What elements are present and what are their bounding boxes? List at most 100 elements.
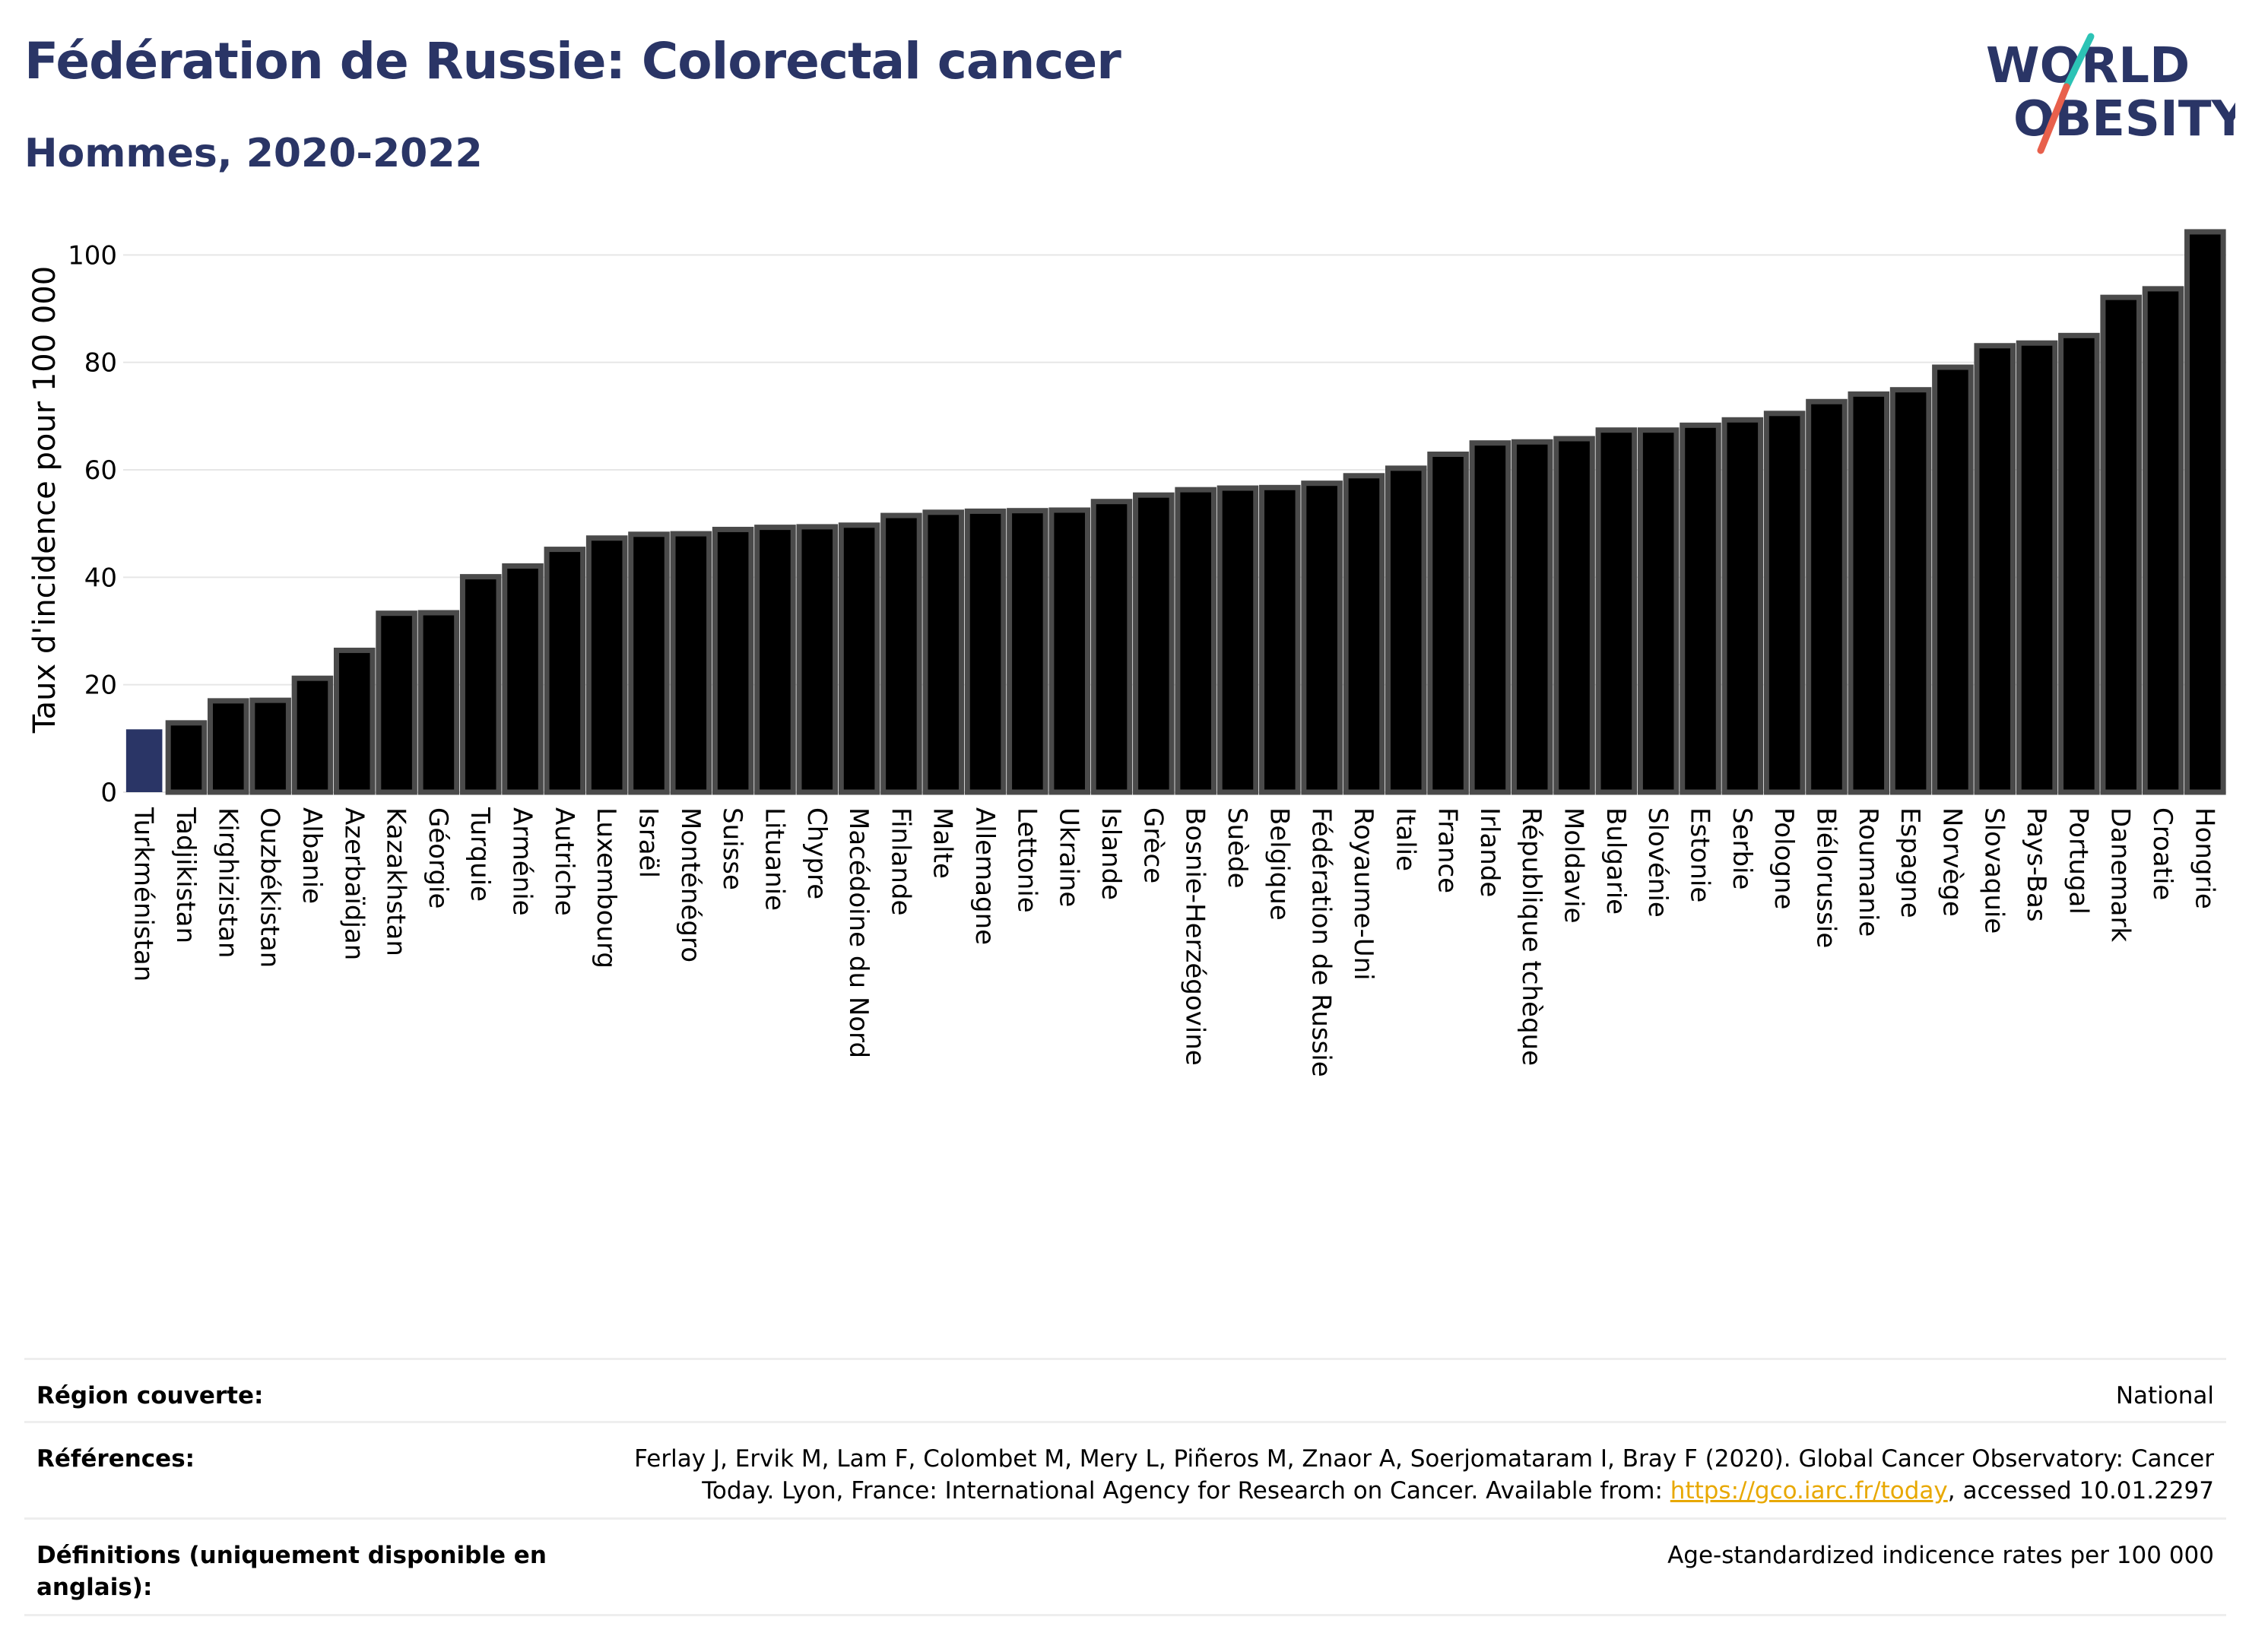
bar [796, 524, 839, 795]
bar [1301, 480, 1343, 795]
x-tick-label: Moldavie [1559, 807, 1589, 924]
references-text-2: , accessed 10.01.2297 [1947, 1477, 2214, 1505]
chart-title: Fédération de Russie: Colorectal cancer [24, 32, 1121, 90]
references-link[interactable]: https://gco.iarc.fr/today [1670, 1477, 1948, 1505]
logo-slash-red [2037, 83, 2070, 154]
bar [1553, 436, 1595, 795]
y-tick-label: 40 [84, 563, 117, 593]
bar [1427, 452, 1469, 795]
bar [502, 563, 544, 795]
y-tick-label: 20 [84, 671, 117, 701]
bar [376, 610, 417, 795]
bar [1511, 439, 1553, 795]
references-value: Ferlay J, Ervik M, Lam F, Colombet M, Me… [617, 1443, 2214, 1507]
x-tick-label: Finlande [885, 807, 915, 915]
x-tick-label: Macédoine du Nord [843, 807, 874, 1058]
bar [1680, 422, 1721, 795]
bar [291, 675, 334, 795]
bar [838, 522, 880, 795]
bar [1385, 465, 1427, 795]
x-tick-label: Israël [633, 807, 664, 878]
bar [333, 647, 376, 795]
bar [1259, 484, 1301, 795]
x-tick-label: Autriche [549, 807, 579, 916]
bar [2016, 340, 2058, 795]
x-tick-label: Serbie [1727, 807, 1757, 889]
x-tick-label: Turkménistan [128, 807, 159, 981]
references-text-1: Ferlay J, Ervik M, Lam F, Colombet M, Me… [634, 1445, 2214, 1505]
bar [1048, 507, 1090, 795]
x-tick-label: Lettonie [1011, 807, 1042, 913]
x-tick-label: Albanie [297, 807, 327, 904]
bar [1974, 343, 2016, 795]
bar [1889, 387, 1932, 795]
region-value: National [2115, 1382, 2214, 1409]
references-label: Références: [36, 1445, 195, 1473]
x-tick-label: Ukraine [1054, 807, 1084, 907]
bar [1806, 398, 1848, 795]
x-tick-label: Italie [1390, 807, 1420, 871]
bar [880, 512, 922, 795]
x-tick-label: Grèce [1137, 807, 1168, 883]
x-tick-label: Slovaquie [1979, 807, 2010, 934]
x-tick-label: République tchèque [1516, 807, 1546, 1066]
x-tick-label: Suisse [717, 807, 747, 890]
x-tick-label: Tadjikistan [170, 807, 201, 943]
x-tick-label: Espagne [1895, 807, 1925, 918]
bar [670, 531, 712, 795]
y-tick-label: 60 [84, 455, 117, 486]
x-tick-label: Kirghizistan [212, 807, 243, 958]
x-tick-label: Biélorussie [1810, 807, 1841, 948]
info-row-region: Région couverte: National [24, 1358, 2226, 1421]
x-tick-label: Chypre [801, 807, 832, 899]
x-tick-label: Malte [928, 807, 958, 879]
x-tick-label: Allemagne [969, 807, 1000, 945]
world-obesity-logo: WORLD OBESITY [1977, 23, 2247, 160]
x-tick-label: Géorgie [423, 807, 453, 908]
x-tick-label: Estonie [1685, 807, 1715, 902]
x-tick-label: Belgique [1264, 807, 1294, 921]
x-tick-label: Fédération de Russie [1306, 807, 1337, 1077]
bar [1090, 499, 1133, 795]
bar [1175, 487, 1216, 795]
bar [1469, 440, 1511, 795]
x-tick-label: Azerbaïdjan [338, 807, 369, 960]
x-tick-label: Slovénie [1642, 807, 1673, 918]
definitions-value: Age-standardized indicence rates per 100… [1667, 1542, 2214, 1569]
bar [1343, 473, 1385, 795]
bar [417, 610, 460, 795]
bar [585, 535, 628, 795]
y-tick-label: 100 [68, 240, 117, 271]
x-tick-label: Irlande [1474, 807, 1505, 897]
bar [1763, 411, 1806, 795]
bar [544, 547, 586, 795]
x-tick-label: Danemark [2105, 807, 2136, 942]
bar [628, 531, 670, 795]
x-tick-label: Portugal [2063, 807, 2093, 915]
bar [208, 698, 249, 795]
bar [922, 509, 965, 795]
region-label: Région couverte: [36, 1382, 264, 1409]
x-tick-label: Bosnie-Herzégovine [1180, 807, 1210, 1066]
x-tick-label: Croatie [2147, 807, 2178, 900]
x-tick-label: France [1432, 807, 1463, 893]
x-tick-label: Bulgarie [1600, 807, 1631, 915]
bar [712, 526, 754, 795]
chart-subtitle: Hommes, 2020-2022 [24, 131, 483, 176]
bar [754, 525, 796, 795]
bar [1637, 427, 1680, 795]
x-tick-label: Royaume-Uni [1348, 807, 1378, 981]
bar [2058, 332, 2100, 795]
bar [1216, 485, 1259, 795]
bar [964, 508, 1007, 795]
y-axis-title: Taux d'incidence pour 100 000 [27, 266, 62, 734]
bar [1932, 364, 1974, 795]
x-tick-label: Turquie [465, 807, 495, 902]
bar [2142, 286, 2184, 795]
x-tick-label: Pays-Bas [2021, 807, 2051, 922]
x-tick-label: Suède [1222, 807, 1252, 889]
x-tick-label: Lituanie [759, 807, 789, 911]
info-table: Région couverte: National Références: Fe… [24, 1358, 2226, 1616]
bar [1721, 417, 1764, 795]
